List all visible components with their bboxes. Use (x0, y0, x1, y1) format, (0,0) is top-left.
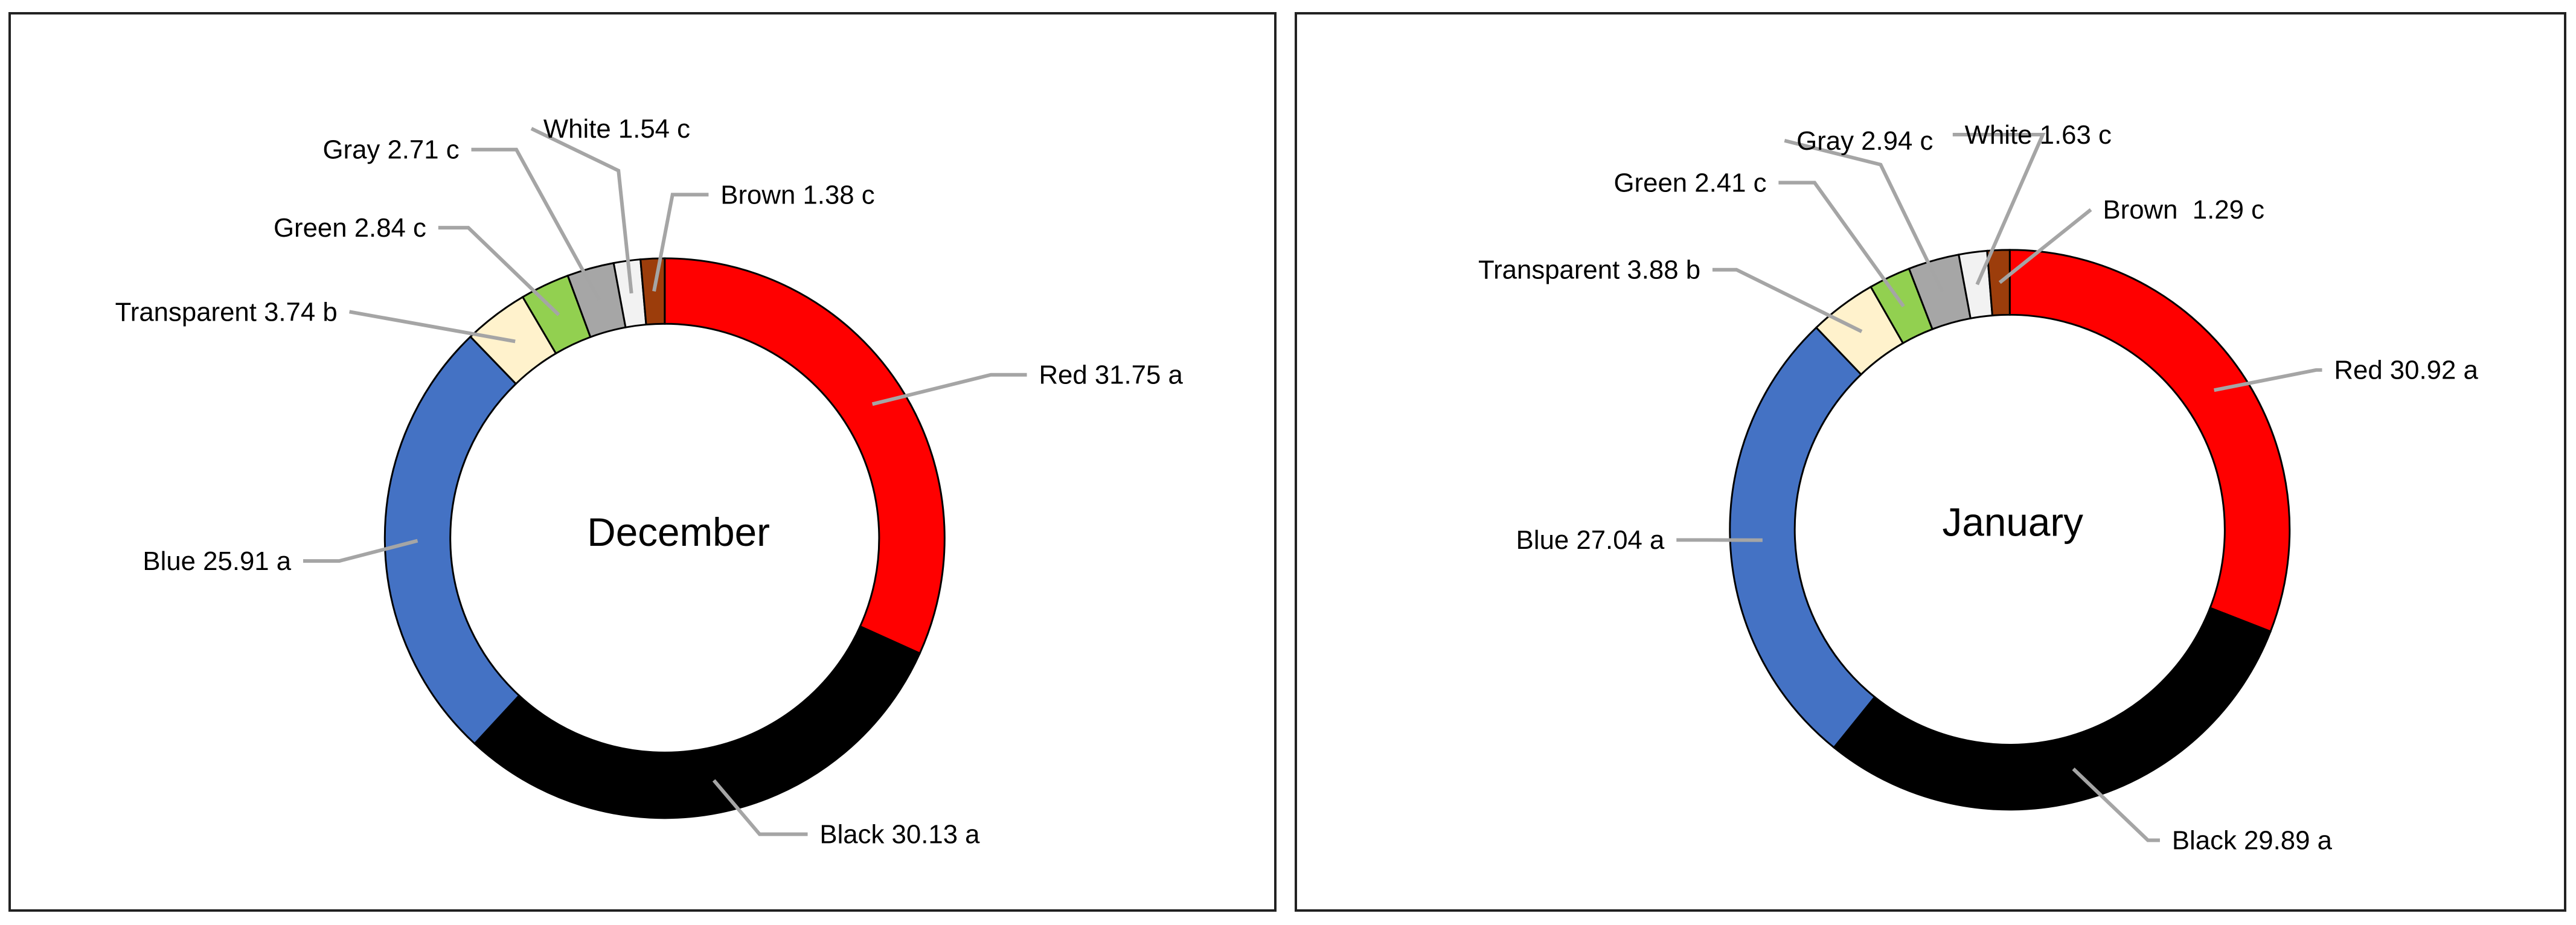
leader-line-red (2214, 368, 2322, 392)
leader-line-brown (1998, 208, 2092, 284)
january-donut-chart: Red 30.92 a Black 29.89 a Blue 27.04 a Tran… (1478, 120, 2478, 856)
leader-line-black (712, 779, 808, 836)
december-data-labels: Red 31.75 a Black 30.13 a Blue 25.91 a Tran… (115, 114, 1184, 850)
donut-segment-brown (1986, 249, 2011, 317)
donut-segment-red (2008, 249, 2291, 633)
december-segments (383, 257, 946, 819)
leader-line-green (1778, 181, 1905, 308)
december-donut-chart: Red 31.75 a Black 30.13 a Blue 25.91 a Tran… (115, 114, 1184, 850)
january-data-labels: Red 30.92 a Black 29.89 a Blue 27.04 a Tran… (1478, 120, 2478, 856)
data-label-blue: Blue 25.91 a (143, 546, 291, 576)
data-label-gray: Gray 2.94 c (1796, 126, 1933, 156)
leader-line-brown (652, 193, 709, 292)
leader-line-green (438, 226, 560, 316)
january-center-title: January (1943, 500, 2084, 544)
leader-line-white (1952, 132, 2046, 286)
donut-segment-blue (1729, 326, 1876, 749)
data-label-transparent: Transparent 3.88 b (1478, 255, 1700, 285)
january-chart-panel: Red 30.92 a Black 29.89 a Blue 27.04 a Tran… (1295, 12, 2566, 912)
data-label-black: Black 29.89 a (2172, 826, 2333, 856)
donut-segment-blue (383, 335, 521, 745)
leader-line-gray (471, 147, 601, 301)
data-label-black: Black 30.13 a (819, 820, 980, 850)
data-label-brown: Brown 1.38 c (720, 180, 874, 210)
december-leader-lines (303, 127, 1027, 836)
leader-line-red (871, 373, 1027, 406)
data-label-transparent: Transparent 3.74 b (115, 297, 338, 327)
leader-line-gray (1784, 138, 1944, 293)
data-label-green: Green 2.84 c (274, 213, 426, 243)
data-label-green: Green 2.41 c (1614, 168, 1767, 197)
leader-line-blue (303, 539, 418, 563)
data-label-brown: Brown 1.29 c (2103, 195, 2264, 225)
data-label-blue: Blue 27.04 a (1516, 525, 1665, 555)
leader-line-transparent (349, 310, 516, 344)
data-label-red: Red 30.92 a (2334, 356, 2478, 385)
january-leader-lines (1676, 132, 2322, 842)
december-chart-panel: Red 31.75 a Black 30.13 a Blue 25.91 a Tran… (8, 12, 1277, 912)
data-label-red: Red 31.75 a (1039, 360, 1183, 390)
data-label-gray: Gray 2.71 c (322, 135, 459, 165)
donut-segment-black (1833, 606, 2272, 811)
donut-segment-red (664, 257, 946, 655)
data-label-white: White 1.54 c (543, 114, 690, 144)
donut-segment-black (473, 625, 921, 819)
leader-line-transparent (1712, 267, 1863, 333)
december-center-title: December (587, 510, 770, 554)
leader-line-white (530, 127, 633, 294)
leader-line-black (2072, 767, 2160, 842)
data-label-white: White 1.63 c (1965, 120, 2112, 150)
